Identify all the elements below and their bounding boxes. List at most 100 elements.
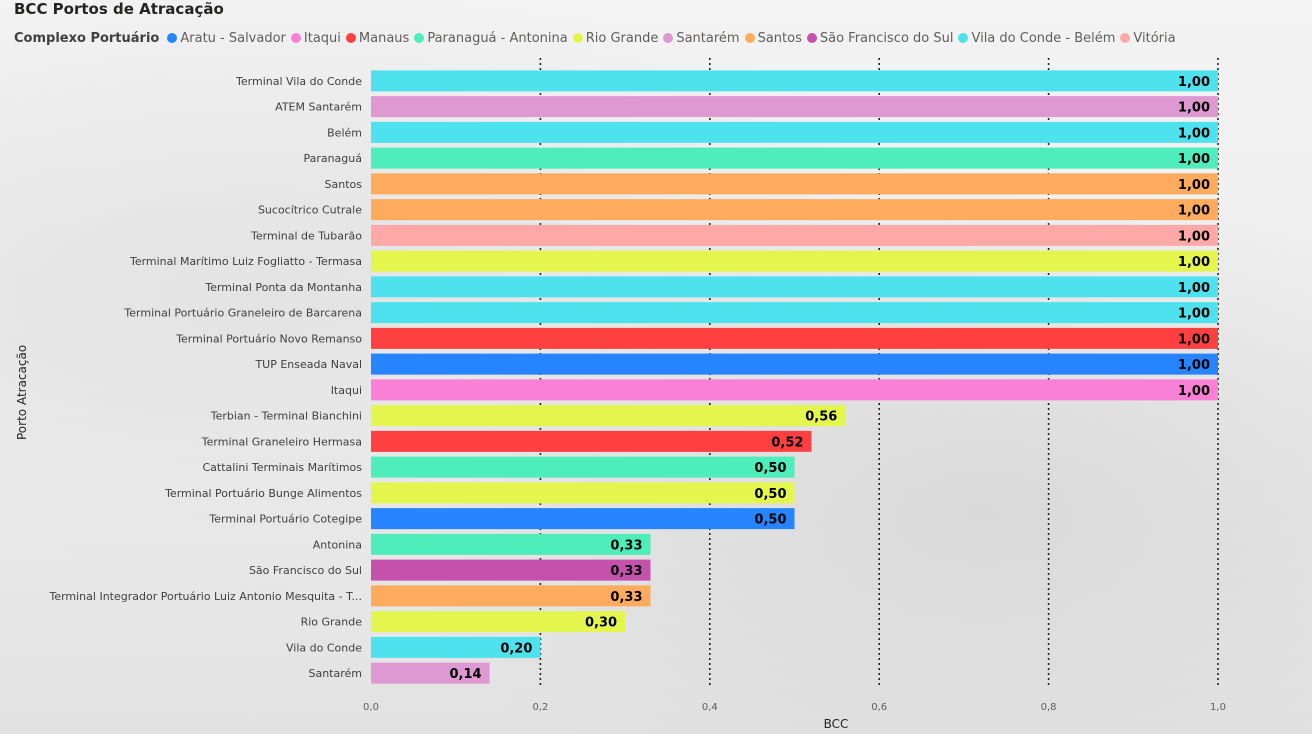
bar[interactable] — [371, 353, 1218, 375]
x-axis-label: BCC — [824, 717, 849, 731]
category-label: Paranaguá — [303, 152, 362, 165]
data-label: 0,52 — [771, 435, 803, 450]
category-label: Itaqui — [331, 384, 362, 397]
category-label: Vila do Conde — [286, 641, 362, 654]
bar[interactable] — [371, 276, 1218, 298]
legend-marker — [572, 33, 583, 43]
bar[interactable] — [371, 533, 651, 555]
legend-label: Paranaguá - Antonina — [427, 30, 568, 46]
bar[interactable] — [371, 96, 1218, 118]
bar[interactable] — [371, 199, 1218, 221]
data-label: 0,33 — [610, 538, 642, 553]
legend-item[interactable]: Manaus — [345, 31, 409, 46]
category-label: Belém — [327, 126, 362, 139]
category-label: Terminal Portuário Bunge Alimentos — [164, 487, 362, 500]
chart-title: BCC Portos de Atracação — [14, 0, 224, 18]
legend-marker — [345, 33, 356, 43]
category-label: Terminal Ponta da Montanha — [204, 281, 362, 294]
bar[interactable] — [371, 585, 651, 607]
category-label: Terminal de Tubarão — [250, 229, 362, 242]
legend-item[interactable]: Vitória — [1120, 31, 1176, 46]
category-label: São Francisco do Sul — [249, 564, 362, 577]
bar[interactable] — [371, 611, 626, 633]
bar[interactable] — [371, 636, 541, 658]
legend-items: Aratu - Salvador Itaqui Manaus Paranaguá - … — [167, 31, 1180, 46]
bar[interactable] — [371, 147, 1218, 169]
data-label: 1,00 — [1178, 178, 1210, 193]
bar[interactable] — [371, 173, 1218, 195]
legend-item[interactable]: Vila do Conde - Belém — [958, 31, 1115, 46]
legend-marker — [290, 33, 301, 43]
legend-item[interactable]: Paranaguá - Antonina — [414, 30, 568, 46]
data-label: 0,50 — [754, 513, 786, 528]
legend-label: São Francisco do Sul — [819, 30, 954, 46]
category-label: Terminal Portuário Graneleiro de Barcare… — [123, 307, 362, 320]
bar[interactable] — [371, 456, 795, 478]
data-label: 0,33 — [610, 590, 642, 605]
legend-item[interactable]: Itaqui — [290, 30, 341, 46]
bar[interactable] — [371, 430, 812, 452]
category-label: Terminal Integrador Portuário Luiz Anton… — [48, 590, 362, 603]
x-tick-label: 0,4 — [702, 702, 718, 713]
category-labels: Terminal Vila do Conde ATEM Santarém Belém… — [48, 75, 362, 680]
category-label: Terbian - Terminal Bianchini — [210, 410, 362, 423]
x-tick-label: 0,6 — [871, 702, 887, 713]
bar[interactable] — [371, 327, 1218, 349]
category-label: Cattalini Terminais Marítimos — [203, 461, 363, 474]
data-label: 1,00 — [1178, 152, 1210, 167]
legend-item[interactable]: São Francisco do Sul — [806, 30, 954, 46]
bar[interactable] — [371, 70, 1218, 92]
category-label: Sucocítrico Cutrale — [258, 204, 362, 217]
data-label: 1,00 — [1178, 384, 1210, 399]
data-label: 0,50 — [754, 461, 786, 476]
legend-label: Santos — [757, 30, 802, 46]
x-tick-label: 0,0 — [363, 702, 379, 713]
bar[interactable] — [371, 379, 1218, 401]
legend-item[interactable]: Santos — [744, 30, 802, 46]
data-label: 0,14 — [450, 667, 482, 682]
legend-item[interactable]: Santarém — [663, 30, 740, 46]
bar[interactable] — [371, 559, 651, 581]
legend-marker — [958, 33, 969, 43]
data-label: 1,00 — [1178, 204, 1210, 219]
legend-marker — [414, 33, 425, 43]
data-label: 0,30 — [585, 616, 617, 631]
bar[interactable] — [371, 121, 1218, 143]
bar[interactable] — [371, 482, 795, 504]
legend-marker — [744, 33, 755, 43]
category-label: Terminal Vila do Conde — [235, 75, 362, 88]
data-label: 1,00 — [1178, 255, 1210, 270]
legend-marker — [167, 33, 178, 43]
bar[interactable] — [371, 405, 846, 427]
data-label: 1,00 — [1178, 358, 1210, 373]
legend-marker — [663, 33, 674, 43]
data-label: 0,33 — [610, 564, 642, 579]
bar[interactable] — [371, 250, 1218, 272]
data-labels: 1,00 1,00 1,00 1,00 1,00 1,00 1,00 1,00 1,00 1,00… — [450, 75, 1210, 682]
category-label: Santarém — [308, 667, 362, 680]
x-tick-labels: 0,0 0,2 0,4 0,6 0,8 1,0 — [363, 702, 1226, 713]
category-label: ATEM Santarém — [275, 101, 362, 114]
data-label: 1,00 — [1178, 332, 1210, 347]
legend-label: Itaqui — [303, 30, 341, 46]
legend-marker — [1120, 33, 1131, 43]
x-tick-label: 0,2 — [532, 702, 548, 713]
legend-label: Rio Grande — [585, 30, 659, 46]
bar[interactable] — [371, 224, 1218, 246]
bars — [371, 70, 1218, 684]
bar[interactable] — [371, 302, 1218, 324]
category-label: Terminal Portuário Cotegipe — [208, 513, 362, 526]
data-label: 1,00 — [1178, 126, 1210, 141]
legend-label: Santarém — [676, 30, 740, 46]
legend-item[interactable]: Aratu - Salvador — [167, 31, 286, 46]
bar[interactable] — [371, 662, 490, 684]
category-label: Terminal Marítimo Luiz Fogliatto - Terma… — [129, 255, 362, 268]
legend-label: Aratu - Salvador — [180, 30, 286, 46]
data-label: 0,20 — [500, 641, 532, 656]
data-label: 0,56 — [805, 410, 837, 425]
legend-item[interactable]: Rio Grande — [572, 30, 659, 46]
data-label: 1,00 — [1178, 75, 1210, 90]
category-label: Terminal Portuário Novo Remanso — [175, 332, 362, 345]
legend-marker — [806, 33, 817, 43]
bar[interactable] — [371, 508, 795, 530]
